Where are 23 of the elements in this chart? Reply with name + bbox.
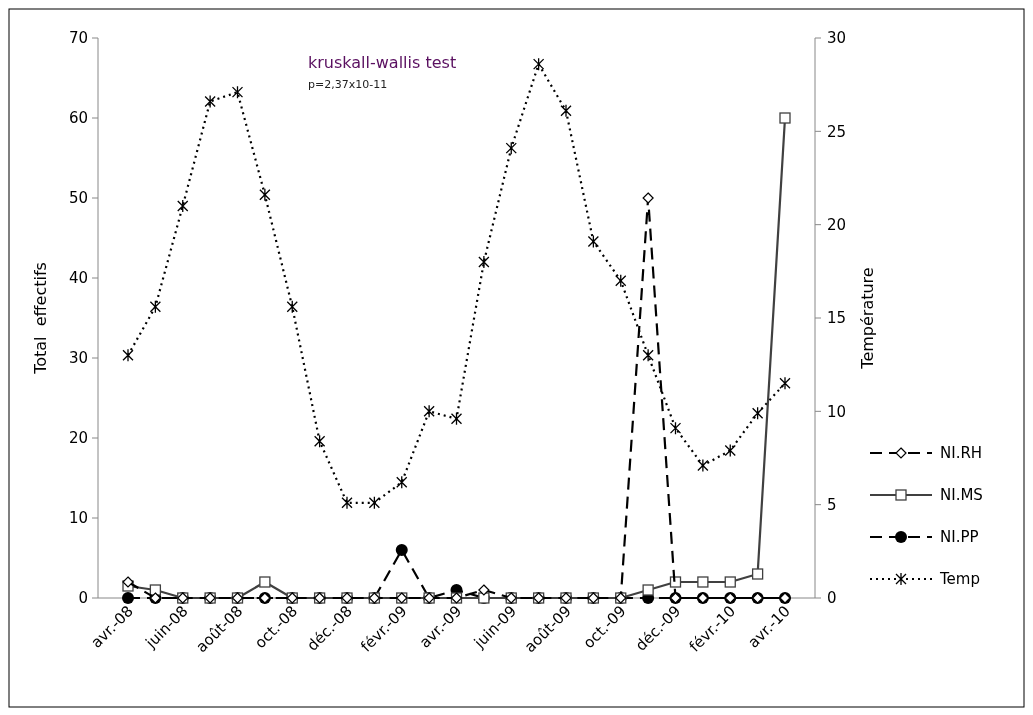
- y2-tick-label: 10: [827, 402, 847, 421]
- y-tick-label: 70: [68, 29, 88, 48]
- y2-tick-label: 20: [827, 215, 847, 234]
- y2-tick-label: 15: [827, 309, 847, 328]
- y2-tick-label: 30: [827, 29, 847, 48]
- y2-axis-title: Température: [858, 267, 877, 370]
- y-tick-label: 0: [78, 589, 88, 608]
- y-tick-label: 60: [68, 109, 88, 128]
- annotation: p=2,37x10-11: [308, 78, 388, 91]
- y2-tick-label: 0: [827, 589, 837, 608]
- y-tick-label: 10: [68, 509, 88, 528]
- y-tick-label: 40: [68, 269, 88, 288]
- y-tick-label: 30: [68, 349, 88, 368]
- legend-label: Temp: [939, 570, 980, 589]
- legend-label: NI.PP: [940, 528, 979, 547]
- y-tick-label: 20: [68, 429, 88, 448]
- y2-tick-label: 25: [827, 122, 847, 141]
- y2-tick-label: 5: [827, 495, 837, 514]
- legend-label: NI.MS: [940, 486, 983, 505]
- y-tick-label: 50: [68, 189, 88, 208]
- y-axis-title: Total effectifs: [31, 262, 50, 375]
- legend-label: NI.RH: [940, 444, 983, 463]
- annotation: kruskall-wallis test: [308, 53, 457, 72]
